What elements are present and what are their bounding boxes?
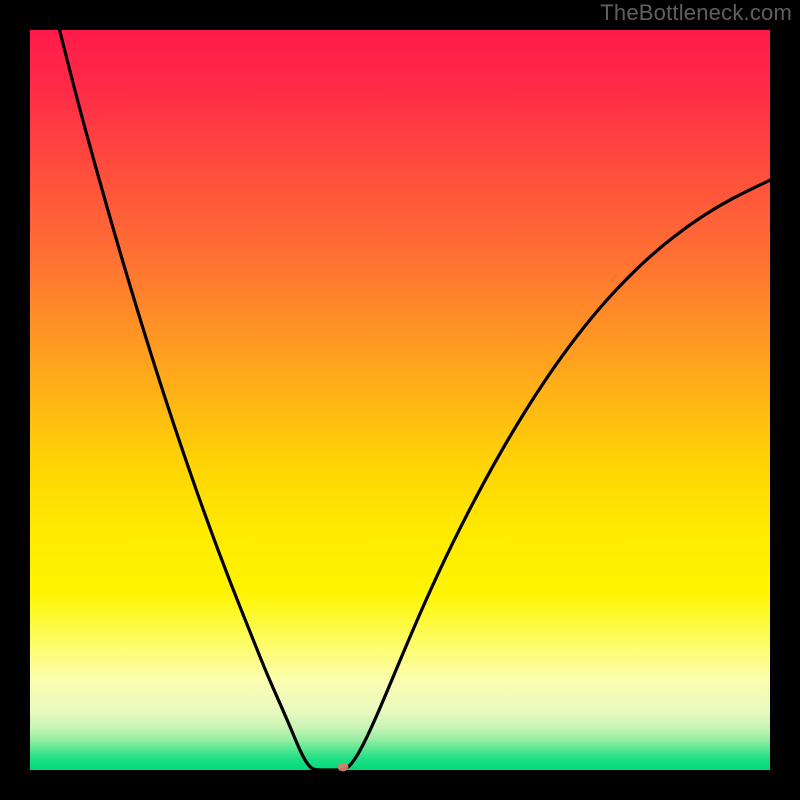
optimal-point-marker bbox=[338, 763, 349, 772]
bottleneck-chart bbox=[0, 0, 800, 800]
chart-container: TheBottleneck.com bbox=[0, 0, 800, 800]
watermark-text: TheBottleneck.com bbox=[600, 0, 792, 26]
